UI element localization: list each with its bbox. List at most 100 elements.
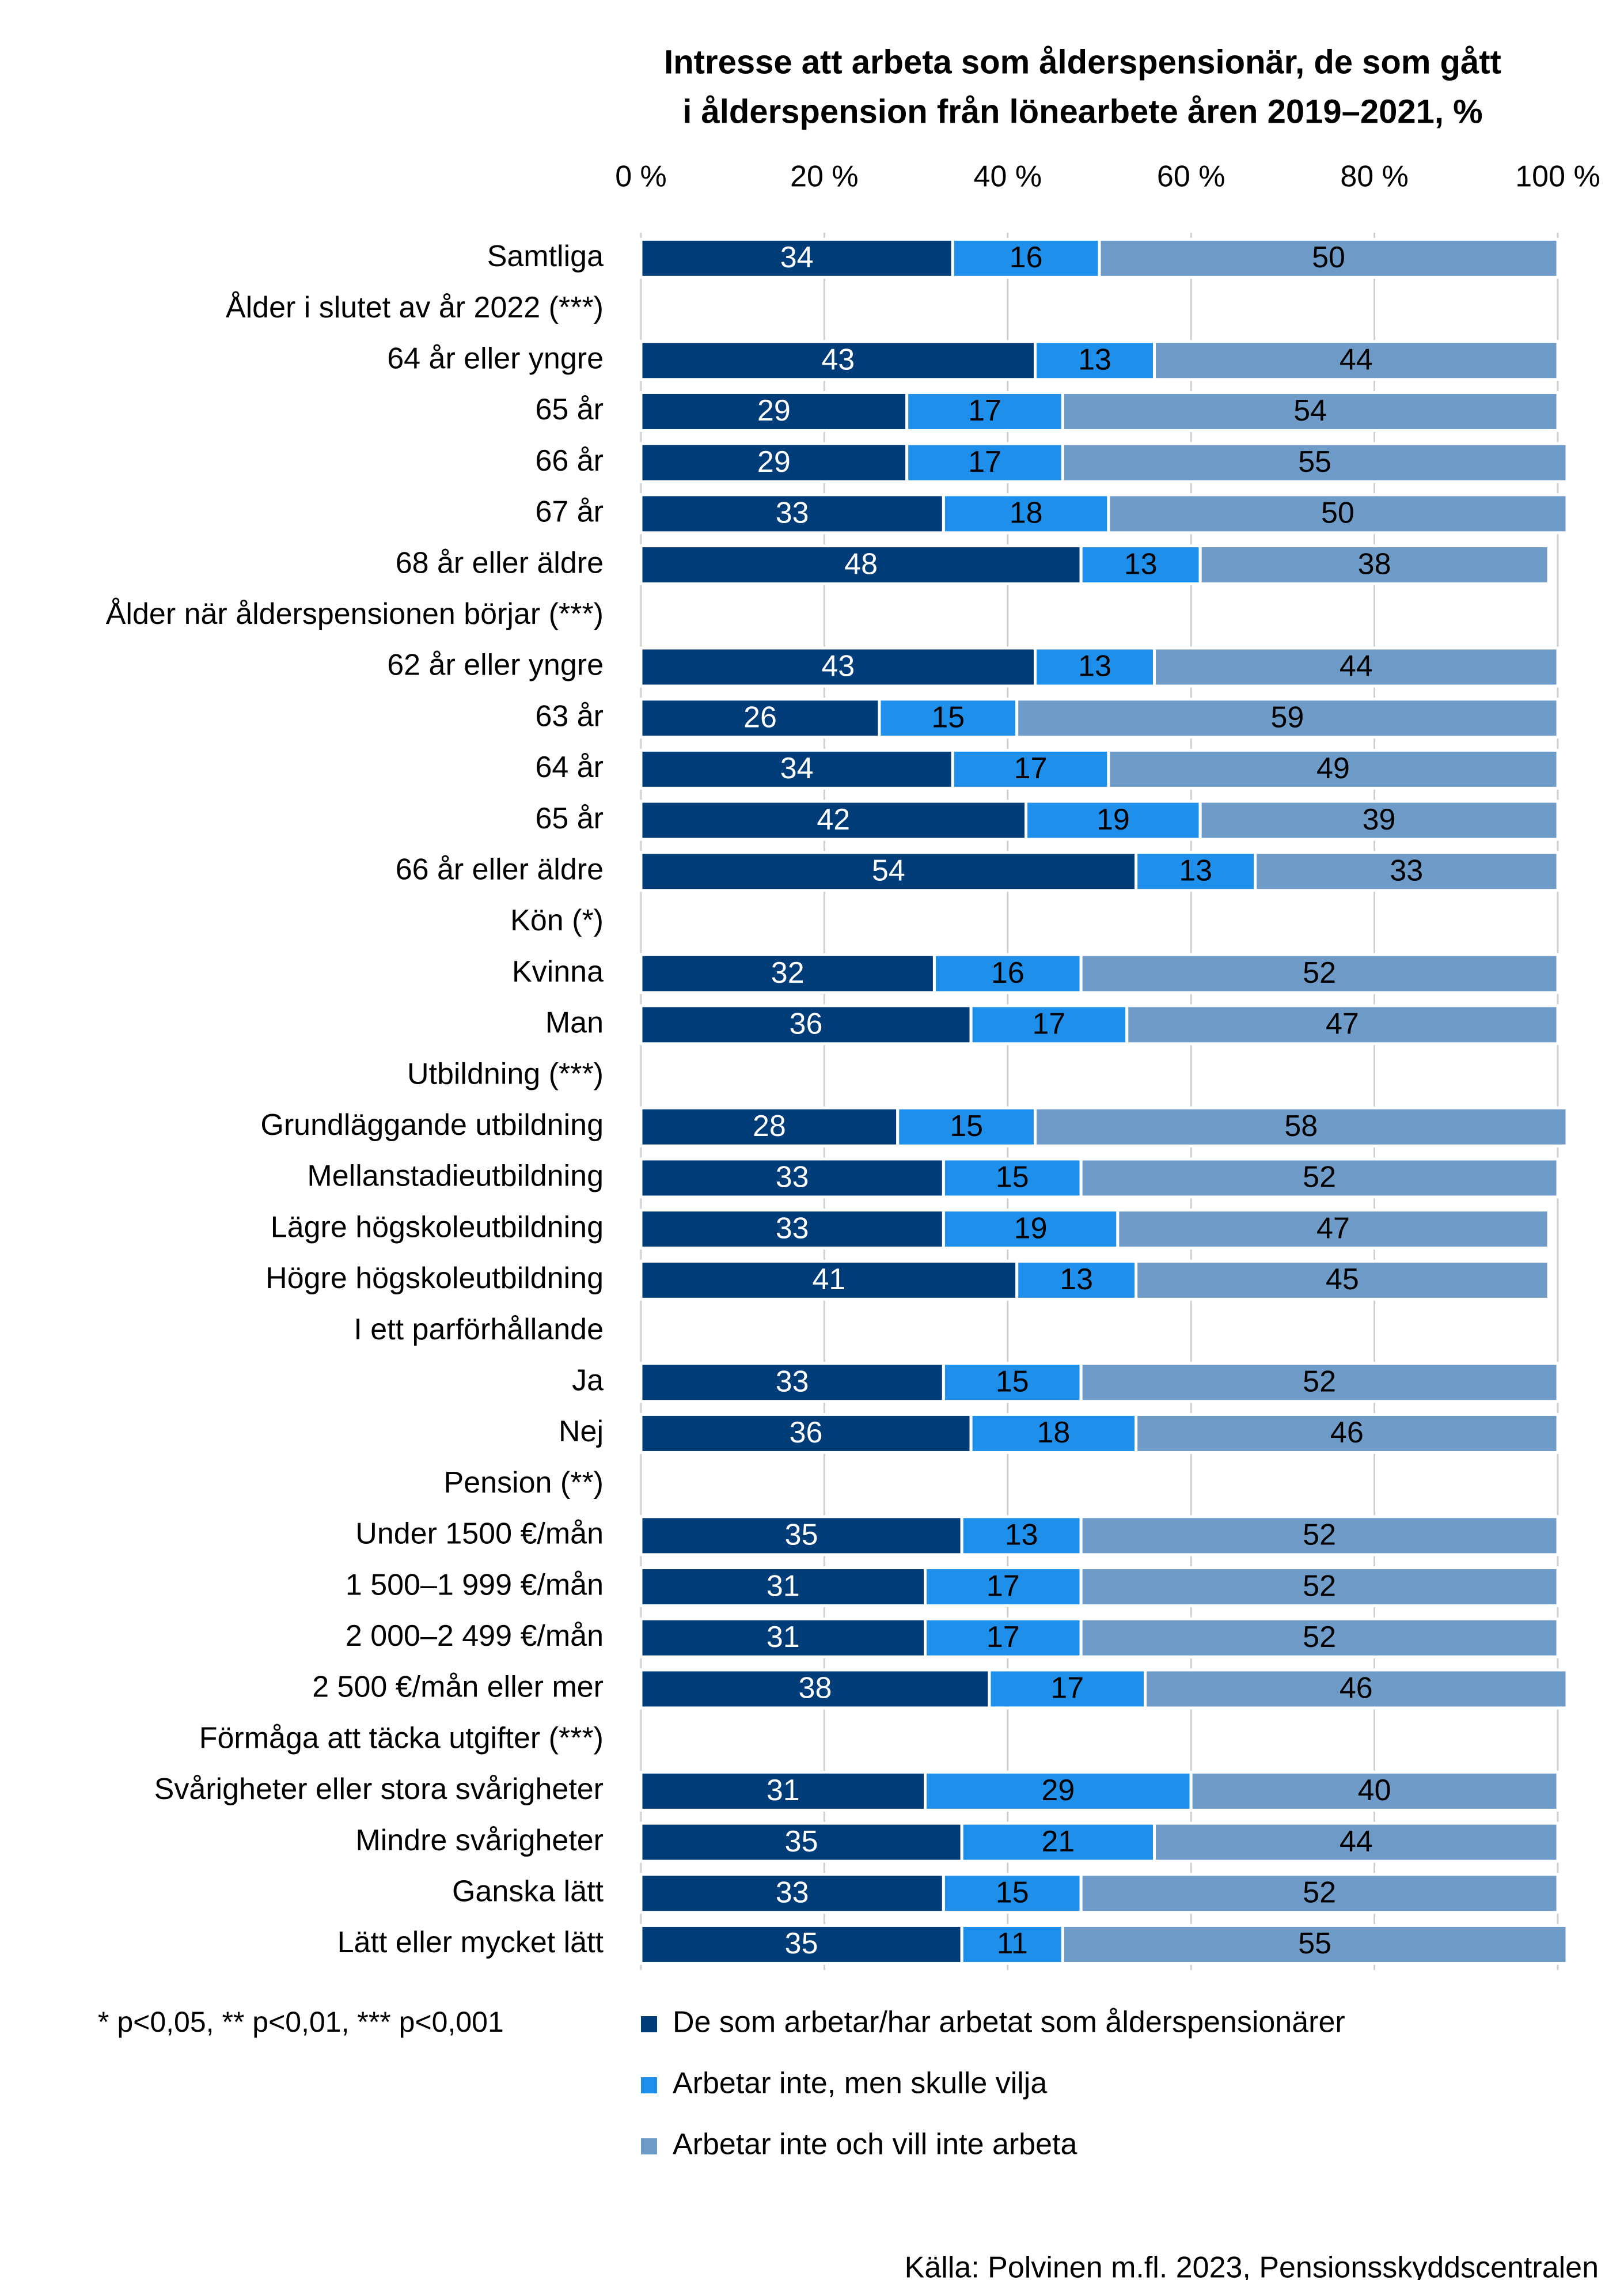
- bar-value-label: 17: [1014, 752, 1048, 785]
- chart-title-line: i ålderspension från lönearbete åren 201…: [682, 93, 1482, 130]
- category-label: Mellanstadieutbildning: [307, 1160, 604, 1193]
- bar-value-label: 48: [844, 547, 878, 581]
- bar-segment: [1116, 1209, 1550, 1250]
- bar-segment: [639, 748, 954, 790]
- bar-value-label: 36: [790, 1416, 823, 1449]
- category-label: Grundläggande utbildning: [260, 1108, 604, 1142]
- bar-segment: [639, 1209, 945, 1250]
- bar-segment: [1107, 493, 1569, 535]
- bar-segment: [878, 698, 1019, 739]
- group-header-label: Pension (**): [444, 1466, 604, 1499]
- bar-value-label: 42: [817, 803, 850, 836]
- bar-value-label: 17: [1033, 1008, 1066, 1041]
- bar-segment: [1107, 748, 1560, 790]
- bar-segment: [639, 391, 909, 432]
- x-tick-label: 0 %: [615, 160, 667, 194]
- bar-value-label: 32: [771, 956, 805, 990]
- chart-title-line: Intresse att arbeta som ålderspensionär,…: [664, 43, 1501, 81]
- bar-value-label: 58: [1284, 1109, 1318, 1143]
- category-label: 65 år: [535, 393, 604, 426]
- bar-value-label: 29: [757, 394, 791, 427]
- category-label: Högre högskoleutbildning: [265, 1262, 604, 1295]
- bar-value-label: 52: [1303, 1876, 1336, 1909]
- legend-swatch: [641, 2077, 657, 2093]
- category-label: Svårigheter eller stora svårigheter: [154, 1773, 604, 1806]
- bar-value-label: 29: [1041, 1774, 1075, 1807]
- bar-value-label: 19: [1096, 803, 1130, 836]
- bar-value-label: 52: [1303, 1161, 1336, 1194]
- bar-value-label: 35: [785, 1927, 818, 1960]
- bar-value-label: 15: [931, 700, 965, 734]
- bar-segment: [960, 1515, 1083, 1556]
- legend: De som arbetar/har arbetat som ålderspen…: [641, 2006, 1345, 2161]
- category-label: 64 år: [535, 751, 604, 784]
- bar-segment: [1079, 1515, 1560, 1556]
- bar-segment: [1153, 1821, 1560, 1863]
- group-header-label: Utbildning (***): [407, 1057, 604, 1090]
- category-labels: Samtliga Ålder i slutet av år 2022 (***) 6…: [106, 240, 604, 1959]
- category-label: 1 500–1 999 €/mån: [346, 1568, 604, 1601]
- bar-segment: [639, 698, 881, 739]
- category-label: 65 år: [535, 802, 604, 835]
- bar-value-label: 55: [1298, 1927, 1331, 1960]
- bar-value-label: 13: [1124, 547, 1158, 581]
- bar-value-label: 26: [743, 700, 777, 734]
- bar-segment: [942, 1157, 1083, 1199]
- category-label: 68 år eller äldre: [396, 546, 604, 580]
- bar-segment: [1134, 1259, 1550, 1301]
- x-tick-label: 60 %: [1157, 160, 1225, 194]
- bar-value-label: 50: [1321, 497, 1354, 530]
- chart-title: Intresse att arbeta som ålderspensionär,…: [664, 43, 1501, 130]
- group-header-label: Förmåga att täcka utgifter (***): [199, 1721, 604, 1755]
- bar-segment: [1034, 646, 1156, 688]
- x-tick-label: 100 %: [1515, 160, 1600, 194]
- bar-value-label: 43: [821, 650, 855, 683]
- bar-segment: [924, 1770, 1193, 1812]
- bar-segment: [942, 1362, 1083, 1403]
- bar-value-label: 17: [968, 445, 1001, 479]
- bar-value-label: 44: [1340, 343, 1373, 376]
- bar-value-label: 31: [767, 1774, 800, 1807]
- bar-segment: [969, 1412, 1138, 1454]
- x-tick-label: 40 %: [974, 160, 1042, 194]
- bar-value-label: 44: [1340, 650, 1373, 683]
- group-header-label: Kön (*): [510, 904, 604, 937]
- bar-segment: [639, 1617, 927, 1658]
- bar-segment: [960, 1923, 1064, 1965]
- bar-segment: [639, 1259, 1019, 1301]
- bar-value-label: 33: [1390, 854, 1423, 887]
- bar-value-label: 13: [1060, 1263, 1093, 1296]
- bar-segment: [905, 442, 1064, 483]
- bar-segment: [639, 1157, 945, 1199]
- category-label: 63 år: [535, 699, 604, 733]
- bar-value-label: 43: [821, 343, 855, 376]
- category-label: Ja: [572, 1364, 604, 1397]
- bar-value-label: 13: [1179, 854, 1212, 887]
- bar-segment: [639, 1362, 945, 1403]
- bar-value-label: 17: [986, 1620, 1020, 1654]
- bar-value-label: 17: [986, 1569, 1020, 1603]
- bar-segment: [1034, 1106, 1569, 1147]
- bar-segment: [639, 1873, 945, 1914]
- bar-segment: [960, 1821, 1156, 1863]
- bar-value-label: 46: [1340, 1672, 1373, 1705]
- bar-segment: [1061, 391, 1560, 432]
- bar-value-label: 34: [780, 241, 814, 274]
- legend-label: Arbetar inte, men skulle vilja: [673, 2067, 1047, 2100]
- bar-value-label: 29: [757, 445, 791, 479]
- bar-value-label: 33: [776, 1365, 809, 1398]
- bar-segment: [1061, 442, 1569, 483]
- bar-segment: [639, 544, 1083, 586]
- category-label: Under 1500 €/mån: [355, 1517, 604, 1551]
- bar-value-label: 41: [812, 1263, 845, 1296]
- category-label: Mindre svårigheter: [355, 1824, 604, 1857]
- bar-value-label: 46: [1330, 1416, 1364, 1449]
- bar-value-label: 21: [1041, 1825, 1075, 1858]
- bar-value-label: 52: [1303, 1620, 1336, 1654]
- group-header-label: Ålder i slutet av år 2022 (***): [226, 291, 604, 324]
- category-label: Ganska lätt: [452, 1874, 604, 1908]
- bar-value-label: 13: [1078, 650, 1111, 683]
- bar-value-label: 47: [1316, 1211, 1350, 1245]
- bar-segment: [969, 1004, 1129, 1046]
